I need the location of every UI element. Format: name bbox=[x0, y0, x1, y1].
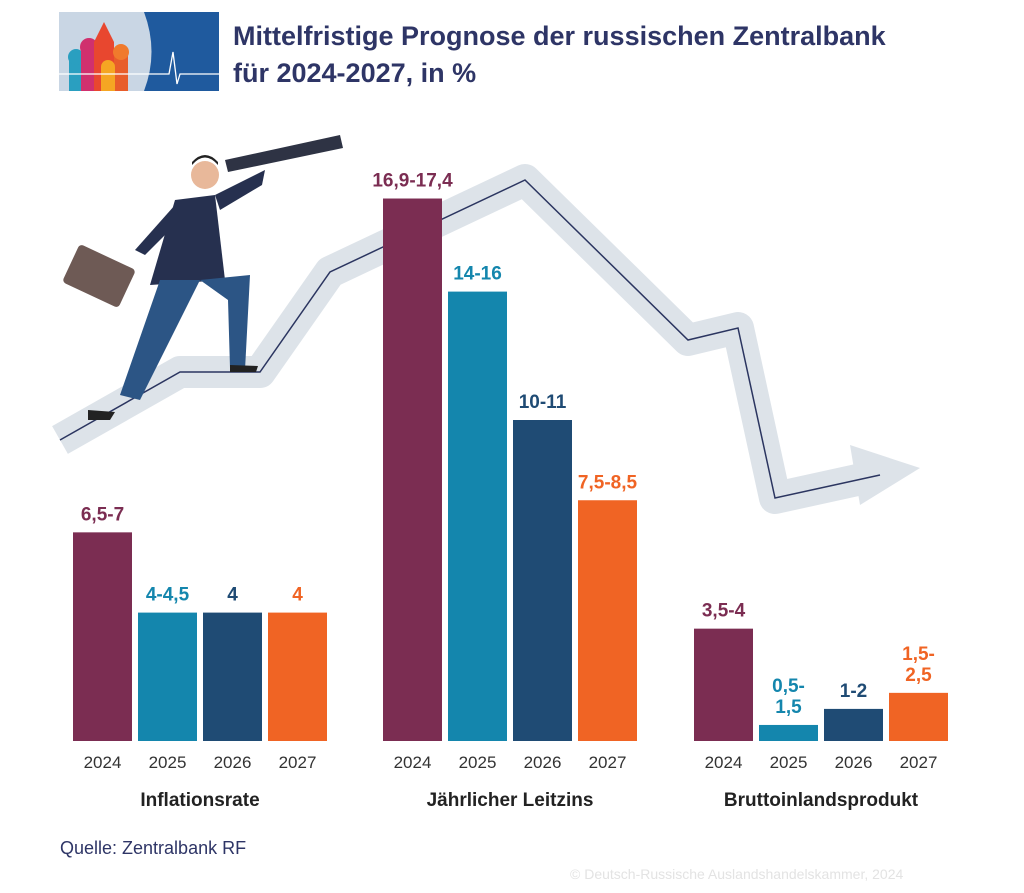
source-note: Quelle: Zentralbank RF bbox=[60, 838, 247, 858]
x-tick-label: 2024 bbox=[705, 753, 743, 772]
x-tick-label: 2026 bbox=[835, 753, 873, 772]
group-title: Jährlicher Leitzins bbox=[427, 790, 594, 811]
title-line-1: Mittelfristige Prognose der russischen Z… bbox=[233, 21, 886, 51]
data-label: 4 bbox=[227, 585, 238, 606]
bar-0-2027 bbox=[268, 612, 327, 741]
page-title: Mittelfristige Prognose der russischen Z… bbox=[233, 18, 886, 92]
bar-0-2024 bbox=[73, 532, 132, 741]
data-label: 14-16 bbox=[453, 264, 502, 285]
copyright-note: © Deutsch-Russische Auslandshandelskamme… bbox=[570, 866, 904, 882]
bar-1-2026 bbox=[513, 420, 572, 741]
data-label: 2,5 bbox=[905, 665, 932, 686]
bar-2-2024 bbox=[694, 628, 753, 741]
x-tick-label: 2024 bbox=[84, 753, 122, 772]
bar-1-2027 bbox=[578, 500, 637, 741]
x-tick-label: 2024 bbox=[394, 753, 432, 772]
x-tick-label: 2027 bbox=[900, 753, 938, 772]
x-tick-label: 2026 bbox=[214, 753, 252, 772]
x-tick-label: 2025 bbox=[459, 753, 497, 772]
group-title: Bruttoinlandsprodukt bbox=[724, 790, 919, 811]
x-tick-label: 2026 bbox=[524, 753, 562, 772]
logo-moscow-cathedral-icon bbox=[59, 12, 219, 91]
x-tick-label: 2025 bbox=[149, 753, 187, 772]
bar-0-2025 bbox=[138, 612, 197, 741]
x-tick-label: 2025 bbox=[770, 753, 808, 772]
bar-2-2026 bbox=[824, 708, 883, 741]
title-line-2: für 2024-2027, in % bbox=[233, 58, 477, 88]
data-label: 16,9-17,4 bbox=[372, 171, 453, 192]
data-label: 1,5 bbox=[775, 697, 802, 718]
data-label: 4-4,5 bbox=[146, 585, 190, 606]
x-tick-label: 2027 bbox=[589, 753, 627, 772]
businessman-with-telescope-illustration bbox=[63, 135, 343, 420]
bar-1-2025 bbox=[448, 291, 507, 741]
trend-arrow-illustration bbox=[52, 164, 920, 514]
bar-1-2024 bbox=[383, 198, 442, 741]
data-label: 1-2 bbox=[840, 681, 867, 702]
group-title: Inflationsrate bbox=[140, 790, 259, 811]
bar-2-2027 bbox=[889, 692, 948, 741]
data-label: 6,5-7 bbox=[81, 504, 124, 525]
bar-0-2026 bbox=[203, 612, 262, 741]
data-label: 10-11 bbox=[519, 392, 567, 413]
data-label: 1,5- bbox=[902, 644, 935, 665]
data-label: 7,5-8,5 bbox=[578, 472, 638, 493]
data-label: 4 bbox=[292, 585, 303, 606]
data-label: 0,5- bbox=[772, 676, 805, 697]
bar-2-2025 bbox=[759, 724, 818, 741]
x-tick-label: 2027 bbox=[279, 753, 317, 772]
data-label: 3,5-4 bbox=[702, 601, 746, 622]
